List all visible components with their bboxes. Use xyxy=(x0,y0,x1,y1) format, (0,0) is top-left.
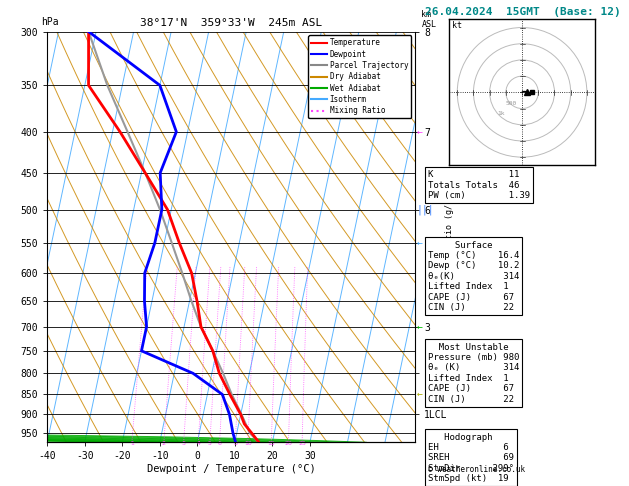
Text: K              11
Totals Totals  46
PW (cm)        1.39: K 11 Totals Totals 46 PW (cm) 1.39 xyxy=(428,170,530,200)
Text: ←: ← xyxy=(416,389,422,399)
Text: ←: ← xyxy=(416,238,422,248)
Text: 20: 20 xyxy=(284,441,292,446)
Text: 500: 500 xyxy=(506,101,517,106)
Text: Mixing Ratio (g/kg): Mixing Ratio (g/kg) xyxy=(445,190,454,284)
Text: 2: 2 xyxy=(162,441,166,446)
Text: 1: 1 xyxy=(130,441,134,446)
Text: 1k: 1k xyxy=(498,111,505,116)
Text: 5: 5 xyxy=(208,441,212,446)
Text: 4: 4 xyxy=(196,441,200,446)
Text: Hodograph
EH            6
SREH          69
StmDir      299°
StmSpd (kt)  19: Hodograph EH 6 SREH 69 StmDir 299° StmSp… xyxy=(428,433,514,483)
X-axis label: Dewpoint / Temperature (°C): Dewpoint / Temperature (°C) xyxy=(147,464,316,474)
Text: 3: 3 xyxy=(182,441,186,446)
Text: 26.04.2024  15GMT  (Base: 12): 26.04.2024 15GMT (Base: 12) xyxy=(425,7,620,17)
Text: kt: kt xyxy=(452,20,462,30)
Text: 25: 25 xyxy=(298,441,306,446)
Text: ←: ← xyxy=(416,127,422,137)
Legend: Temperature, Dewpoint, Parcel Trajectory, Dry Adiabat, Wet Adiabat, Isotherm, Mi: Temperature, Dewpoint, Parcel Trajectory… xyxy=(308,35,411,118)
Text: ←: ← xyxy=(416,322,422,332)
Text: © weatheronline.co.uk: © weatheronline.co.uk xyxy=(428,465,525,474)
Text: |||: ||| xyxy=(416,204,434,215)
Text: 15: 15 xyxy=(267,441,275,446)
Text: Most Unstable
Pressure (mb) 980
θₑ (K)        314
Lifted Index  1
CAPE (J)      : Most Unstable Pressure (mb) 980 θₑ (K) 3… xyxy=(428,343,519,404)
Title: 38°17'N  359°33'W  245m ASL: 38°17'N 359°33'W 245m ASL xyxy=(140,18,322,28)
Text: km
ASL: km ASL xyxy=(421,10,437,29)
Text: 8: 8 xyxy=(233,441,237,446)
Text: 6: 6 xyxy=(218,441,221,446)
Text: 10: 10 xyxy=(244,441,252,446)
Text: Surface
Temp (°C)    16.4
Dewp (°C)    10.2
θₑ(K)         314
Lifted Index  1
CA: Surface Temp (°C) 16.4 Dewp (°C) 10.2 θₑ… xyxy=(428,241,519,312)
Text: hPa: hPa xyxy=(41,17,58,27)
